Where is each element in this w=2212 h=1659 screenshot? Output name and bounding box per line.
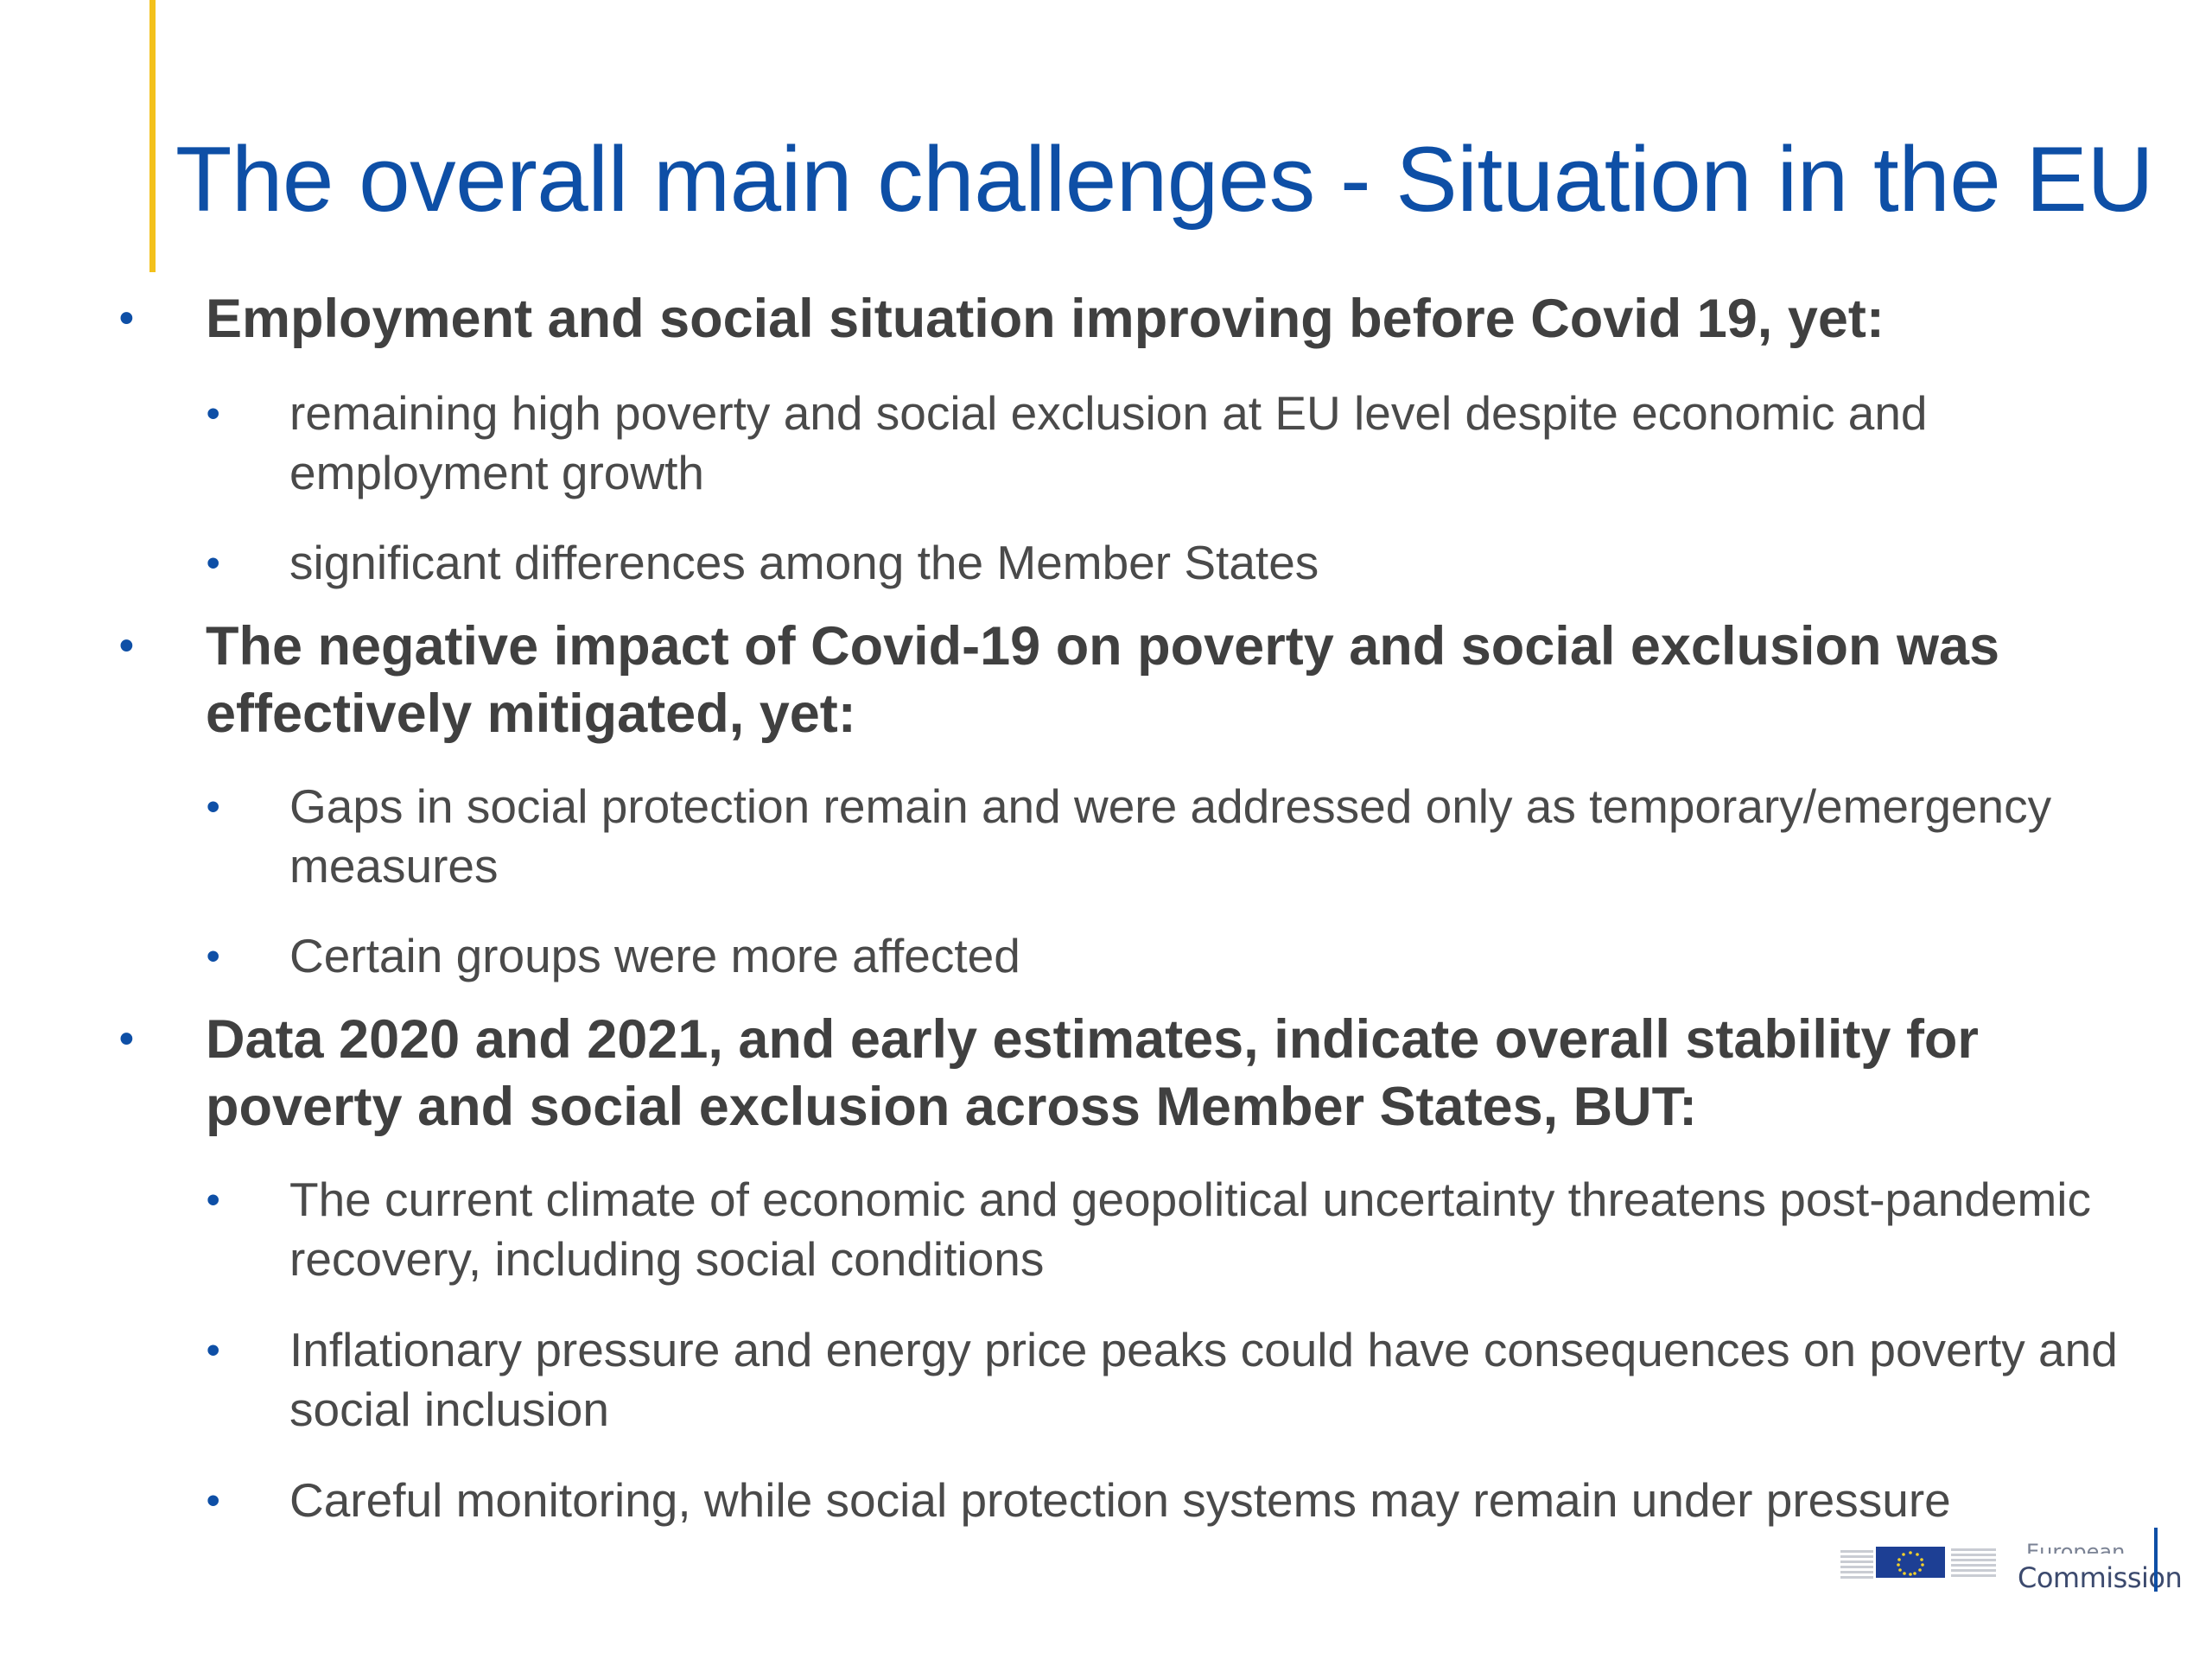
bullet-dot: • (207, 1329, 220, 1371)
bullet-text: Employment and social situation improvin… (206, 289, 1885, 349)
bullet-level1: • Data 2020 and 2021, and early estimate… (119, 1006, 2124, 1141)
logo-divider (2154, 1528, 2158, 1592)
bullet-dot: • (207, 542, 220, 584)
bullet-dot: • (207, 1479, 220, 1522)
bullet-level2: • significant differences among the Memb… (207, 533, 2147, 593)
bullet-dot: • (119, 1016, 134, 1062)
bullet-level2: • Gaps in social protection remain and w… (207, 777, 2147, 896)
bullet-text: Data 2020 and 2021, and early estimates,… (206, 1009, 1979, 1137)
bullet-text: Gaps in social protection remain and wer… (289, 779, 2052, 893)
slide-title: The overall main challenges - Situation … (175, 127, 2154, 231)
bullet-text: The negative impact of Covid-19 on pover… (206, 616, 2000, 744)
bullet-level2: • remaining high poverty and social excl… (207, 384, 2147, 503)
logo-text-european: European (2026, 1541, 2126, 1554)
bullet-level2: • Certain groups were more affected (207, 926, 2147, 986)
bullet-text: Inflationary pressure and energy price p… (289, 1323, 2118, 1436)
bullet-level1: • The negative impact of Covid-19 on pov… (119, 613, 2124, 747)
european-commission-logo (1839, 1521, 2158, 1590)
bullet-text: Careful monitoring, while social protect… (289, 1473, 1951, 1527)
eu-flag-icon (1840, 1547, 1996, 1579)
bullet-dot: • (119, 623, 134, 669)
bullet-dot: • (119, 296, 134, 341)
bullet-text: remaining high poverty and social exclus… (289, 386, 1928, 499)
bullet-level1: • Employment and social situation improv… (119, 285, 2124, 353)
title-accent-bar (149, 0, 156, 272)
bullet-text: significant differences among the Member… (289, 536, 1319, 589)
bullet-dot: • (207, 785, 220, 828)
bullet-dot: • (207, 392, 220, 435)
bullet-level2: • Careful monitoring, while social prote… (207, 1471, 2147, 1530)
bullet-text: Certain groups were more affected (289, 929, 1020, 982)
bullet-dot: • (207, 935, 220, 977)
bullet-text: The current climate of economic and geop… (289, 1173, 2092, 1286)
bullet-level2: • Inflationary pressure and energy price… (207, 1320, 2147, 1440)
bullet-dot: • (207, 1179, 220, 1221)
bullet-level2: • The current climate of economic and ge… (207, 1170, 2147, 1289)
